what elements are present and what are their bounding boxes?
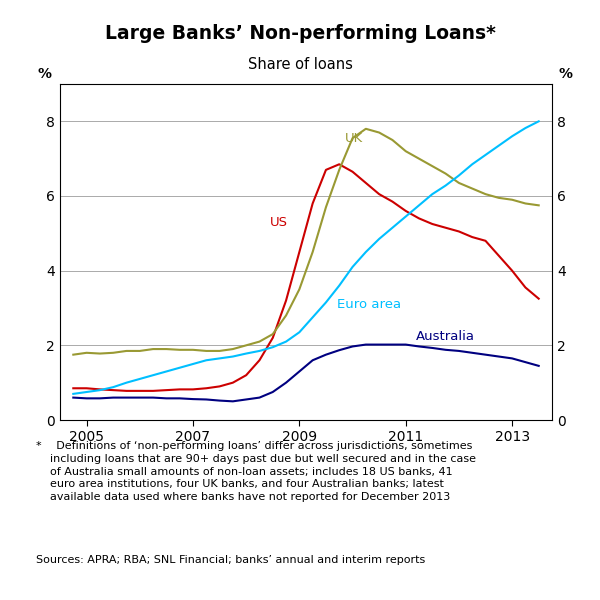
Text: %: %: [558, 67, 572, 81]
Text: *  Definitions of ‘non-performing loans’ differ across jurisdictions, sometimes
: * Definitions of ‘non-performing loans’ …: [36, 441, 476, 502]
Text: Euro area: Euro area: [337, 298, 401, 311]
Text: Share of loans: Share of loans: [248, 57, 352, 72]
Text: %: %: [38, 67, 52, 81]
Text: Large Banks’ Non-performing Loans*: Large Banks’ Non-performing Loans*: [104, 24, 496, 43]
Text: UK: UK: [344, 131, 363, 145]
Text: Australia: Australia: [416, 329, 475, 343]
Text: US: US: [270, 215, 288, 229]
Text: Sources: APRA; RBA; SNL Financial; banks’ annual and interim reports: Sources: APRA; RBA; SNL Financial; banks…: [36, 555, 425, 565]
